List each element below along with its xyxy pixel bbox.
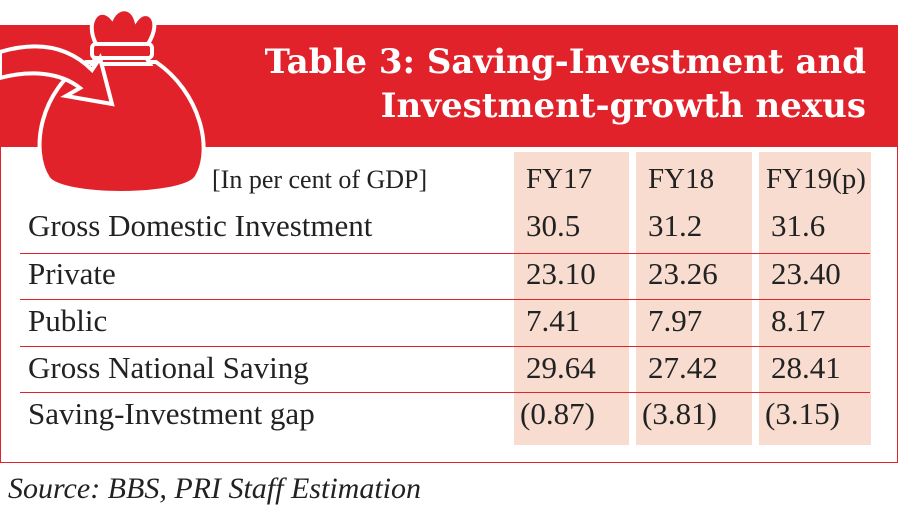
row-label-private: Private	[28, 256, 116, 291]
row-label-gross-national-saving: Gross National Saving	[28, 350, 309, 385]
row-label-public: Public	[28, 303, 108, 338]
column-header-fy18: FY18	[648, 163, 715, 195]
table-cell: 23.10	[526, 256, 596, 291]
table-cell: 28.41	[771, 350, 841, 385]
table-cell: (3.81)	[642, 396, 717, 431]
source-note: Source: BBS, PRI Staff Estimation	[8, 472, 421, 505]
column-bg-fy17	[514, 152, 629, 445]
table-cell: 31.2	[648, 208, 703, 243]
row-label-gross-domestic-investment: Gross Domestic Investment	[28, 208, 373, 243]
column-header-fy17: FY17	[526, 163, 593, 195]
row-divider	[20, 346, 870, 347]
table-cell: (0.87)	[520, 396, 595, 431]
table-cell: 31.6	[771, 208, 826, 243]
table-cell: 8.17	[771, 303, 826, 338]
column-bg-fy19	[759, 152, 871, 445]
row-divider	[20, 253, 870, 254]
row-divider	[20, 392, 870, 393]
table-cell: (3.15)	[765, 396, 840, 431]
unit-note: [In per cent of GDP]	[212, 165, 428, 194]
column-bg-fy18	[636, 152, 752, 445]
money-bag-icon	[0, 7, 206, 195]
table-cell: 7.41	[526, 303, 581, 338]
table-cell: 23.40	[771, 256, 841, 291]
title-line-2: Investment-growth nexus	[380, 86, 866, 126]
row-label-saving-investment-gap: Saving-Investment gap	[28, 396, 315, 431]
table-cell: 29.64	[526, 350, 596, 385]
title-line-1: Table 3: Saving-Investment and	[264, 42, 866, 82]
table-cell: 23.26	[648, 256, 718, 291]
table-cell: 7.97	[648, 303, 703, 338]
table-title: Table 3: Saving-Investment and Investmen…	[206, 40, 866, 128]
table-cell: 27.42	[648, 350, 718, 385]
table-cell: 30.5	[526, 208, 581, 243]
row-divider	[20, 299, 870, 300]
column-header-fy19p: FY19(p)	[766, 163, 866, 195]
